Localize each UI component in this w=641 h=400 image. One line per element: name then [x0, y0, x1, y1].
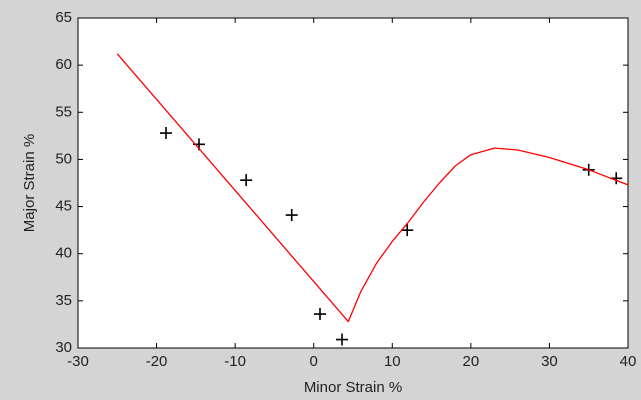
x-tick-label: 40: [620, 353, 637, 370]
data-line: [116, 53, 629, 323]
x-tick-label: -10: [224, 353, 246, 370]
y-tick-label: 30: [55, 339, 72, 356]
x-tick-label: -30: [67, 353, 89, 370]
y-tick-label: 40: [55, 245, 72, 262]
y-tick-label: 55: [55, 103, 72, 120]
data-point: [160, 127, 172, 140]
plot-area: [77, 17, 629, 349]
data-point: [285, 209, 298, 222]
y-tick-label: 45: [55, 198, 72, 215]
x-tick-label: -20: [146, 353, 168, 370]
x-tick-label: 20: [463, 353, 480, 370]
x-tick-label: 0: [310, 353, 318, 370]
data-point: [336, 333, 348, 346]
y-axis-label: Major Strain %: [21, 134, 38, 232]
y-tick-label: 50: [55, 150, 72, 167]
x-tick-label: 30: [541, 353, 558, 370]
data-point: [401, 224, 414, 237]
data-point: [240, 174, 253, 187]
x-tick-label: 10: [384, 353, 401, 370]
y-tick-label: 60: [55, 56, 72, 73]
data-point: [314, 308, 326, 321]
y-tick-label: 65: [55, 9, 72, 26]
x-axis-label: Minor Strain %: [304, 379, 402, 396]
y-tick-label: 35: [55, 292, 72, 309]
